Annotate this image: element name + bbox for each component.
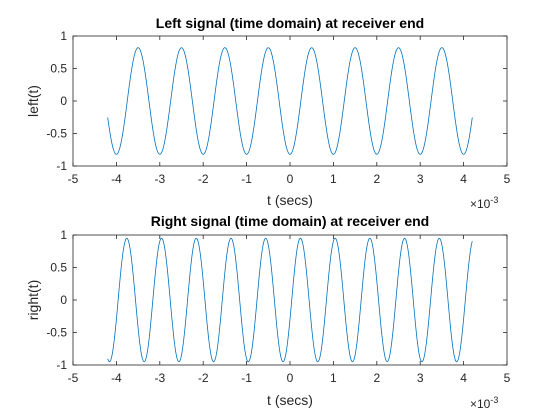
right-signal-x-tick-label: 3	[417, 371, 424, 385]
left-signal-x-tick-label: -3	[154, 172, 165, 186]
right-signal-x-exponent-base: ×10	[470, 397, 491, 411]
left-signal-x-tick-label: 2	[373, 172, 380, 186]
right-signal-title: Right signal (time domain) at receiver e…	[151, 213, 430, 229]
left-signal-y-axis-label: left(t)	[25, 85, 41, 117]
right-signal-y-tick-label: 1	[60, 228, 67, 242]
right-signal-x-tick-label: -1	[241, 371, 252, 385]
right-signal-x-tick-label: 5	[504, 371, 511, 385]
left-signal-y-tick-label: 0.5	[50, 62, 67, 76]
right-signal-x-tick-label: -2	[198, 371, 209, 385]
right-signal-x-exponent-power: -3	[490, 395, 498, 405]
left-signal-x-tick-label: -1	[241, 172, 252, 186]
left-signal-x-tick-label: 1	[330, 172, 337, 186]
left-signal-x-exponent-power: -3	[490, 195, 498, 205]
right-signal-x-tick-label: -3	[154, 371, 165, 385]
right-signal-y-tick-label: 0.5	[50, 261, 67, 275]
left-signal-x-tick-label: 3	[417, 172, 424, 186]
right-signal-x-tick-label: 4	[460, 371, 467, 385]
right-signal-x-tick-label: -5	[68, 371, 79, 385]
right-signal-x-axis-label: t (secs)	[267, 392, 313, 408]
right-signal-x-tick-label: 1	[330, 371, 337, 385]
right-signal-y-tick-label: 0	[60, 293, 67, 307]
right-signal-y-axis-label: right(t)	[25, 280, 41, 320]
left-signal-y-tick-label: -0.5	[46, 127, 67, 141]
right-signal-x-tick-label: -4	[111, 371, 122, 385]
left-signal-y-tick-label: -1	[56, 159, 67, 173]
left-signal-y-tick-label: 1	[60, 29, 67, 43]
left-signal-x-tick-label: 4	[460, 172, 467, 186]
right-signal-y-tick-label: -0.5	[46, 326, 67, 340]
left-signal-x-tick-label: -2	[198, 172, 209, 186]
left-signal-x-tick-label: -4	[111, 172, 122, 186]
left-signal-x-exponent-base: ×10	[470, 197, 491, 211]
left-signal-x-tick-label: 5	[504, 172, 511, 186]
left-signal-x-tick-label: 0	[287, 172, 294, 186]
left-signal-x-tick-label: -5	[68, 172, 79, 186]
right-signal-x-tick-label: 2	[373, 371, 380, 385]
left-signal-y-tick-label: 0	[60, 94, 67, 108]
right-signal-x-tick-label: 0	[287, 371, 294, 385]
left-signal-title: Left signal (time domain) at receiver en…	[156, 15, 424, 31]
left-signal-x-axis-label: t (secs)	[267, 192, 313, 208]
right-signal-y-tick-label: -1	[56, 358, 67, 372]
